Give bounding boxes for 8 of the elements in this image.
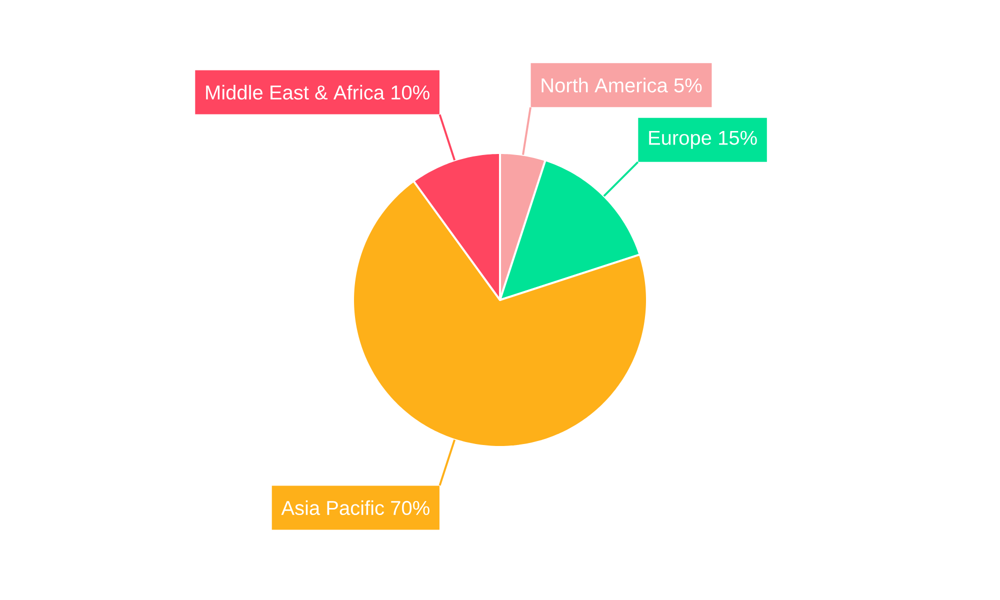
slice-label: Asia Pacific	[281, 500, 384, 516]
slice-label: Europe	[649, 130, 712, 149]
data-label: 5%	[674, 78, 702, 92]
data-label: 15%	[719, 130, 757, 145]
data-label: 10%	[392, 85, 430, 100]
slice-label: North America	[542, 78, 668, 92]
slice-label: Middle East & Africa	[206, 84, 385, 100]
data-label: 70%	[391, 500, 430, 516]
